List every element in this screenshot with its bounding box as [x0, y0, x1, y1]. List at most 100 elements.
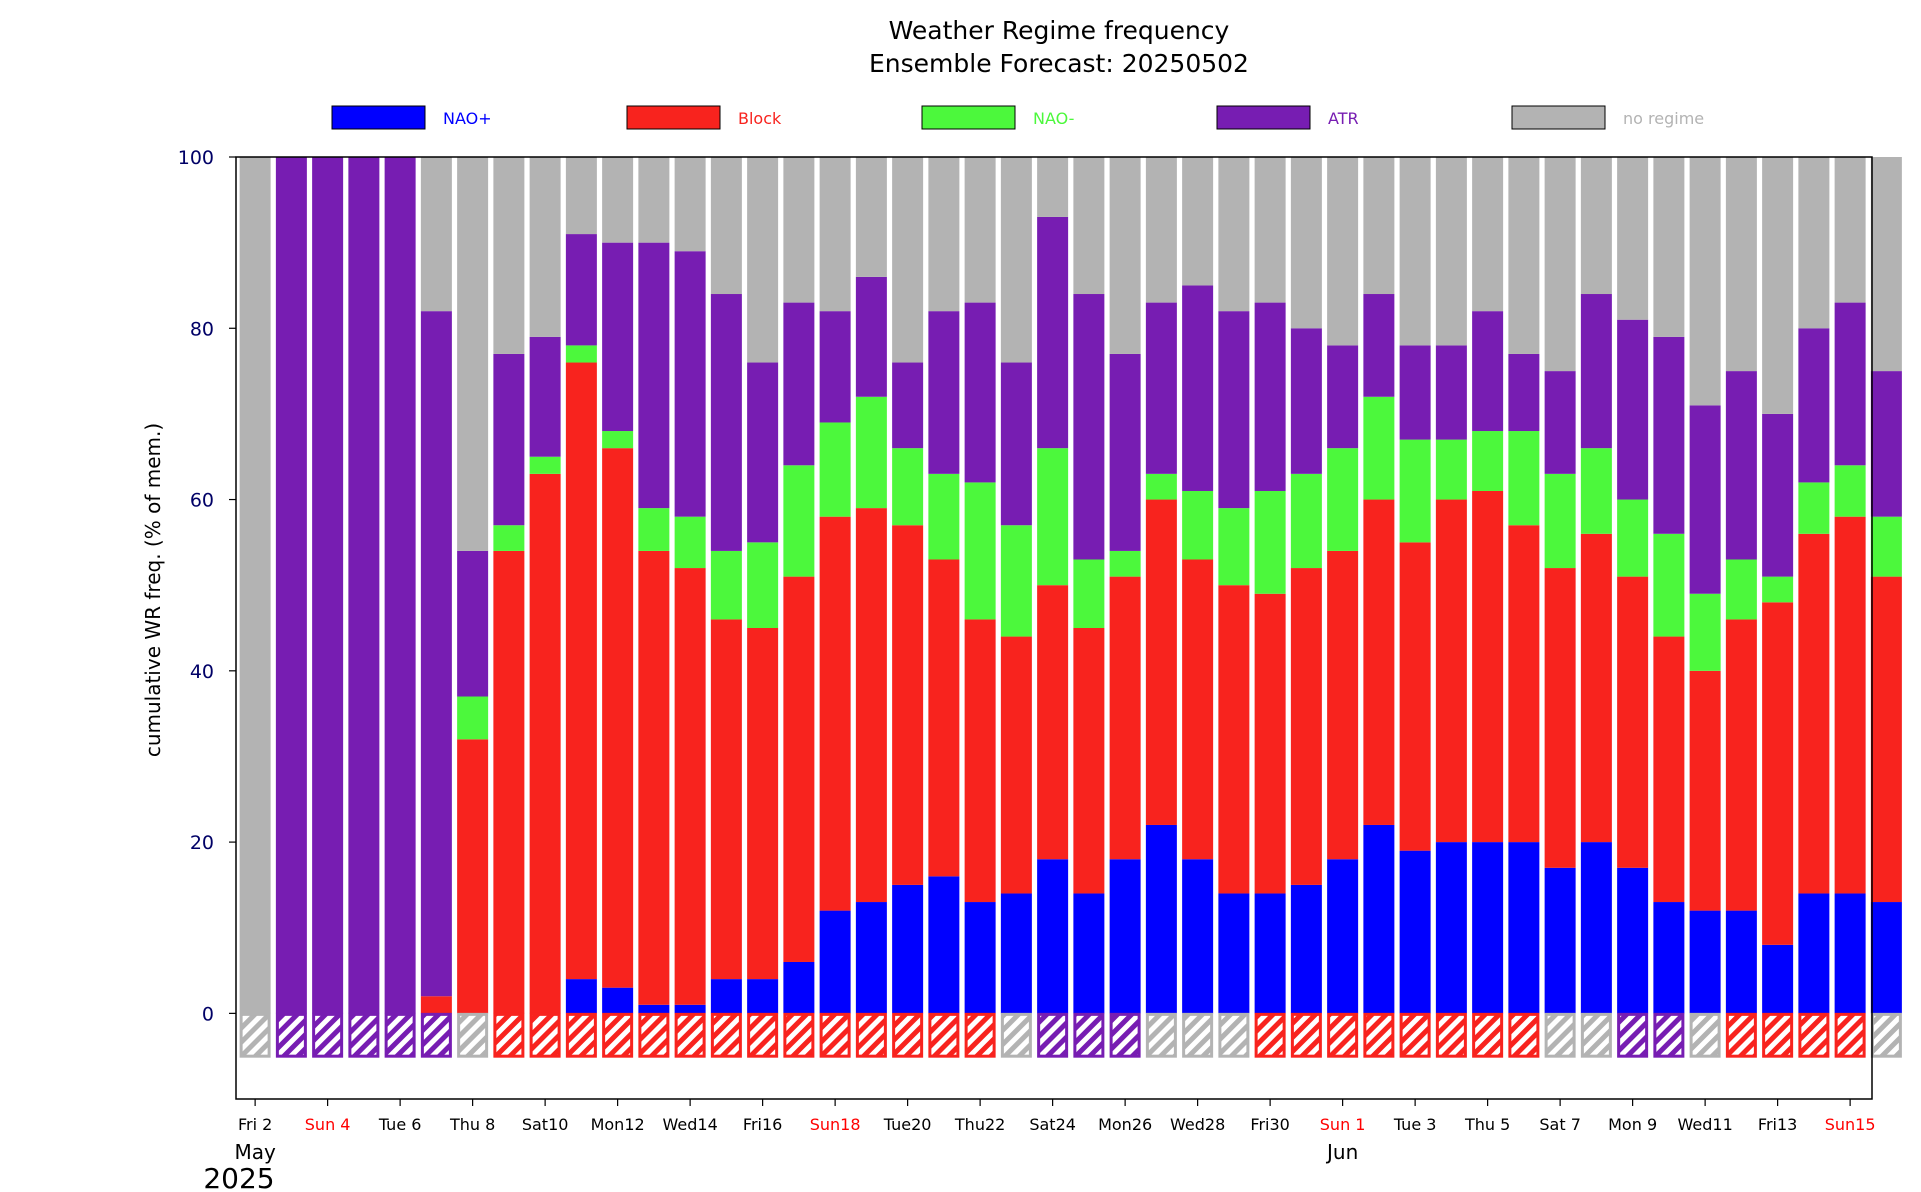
bar-atr-15 [783, 302, 815, 466]
dominant-marker-40 [1689, 1012, 1721, 1058]
bar-atr-25 [1145, 302, 1177, 474]
bar-nao-30 [1327, 448, 1359, 551]
bar-nao-16 [819, 910, 851, 1014]
bar-nao-42 [1762, 576, 1794, 603]
bar-atr-44 [1834, 302, 1866, 466]
x-tick-label: Fri16 [743, 1115, 782, 1134]
bar-no-regime-45 [1870, 157, 1902, 372]
bar-nao-31 [1363, 396, 1395, 500]
bar-atr-23 [1073, 294, 1105, 560]
bar-nao-7 [493, 525, 525, 551]
dominant-marker-23 [1073, 1012, 1105, 1058]
bar-atr-18 [892, 362, 924, 449]
bar-nao-27 [1218, 508, 1250, 586]
chart-title: Weather Regime frequency [889, 16, 1230, 45]
dominant-marker-8 [529, 1012, 561, 1058]
legend: NAO+ Block NAO- ATR no regime [331, 105, 1704, 130]
bar-block-45 [1870, 576, 1902, 903]
bar-atr-37 [1580, 294, 1612, 449]
bar-block-17 [855, 508, 887, 903]
bar-nao-21 [1000, 893, 1032, 1014]
bar-no-regime-43 [1798, 157, 1830, 329]
bar-nao-20 [964, 482, 996, 620]
bar-no-regime-31 [1363, 157, 1395, 295]
bar-atr-12 [674, 251, 706, 517]
bar-nao-26 [1182, 859, 1214, 1014]
bar-nao-17 [855, 902, 887, 1014]
dominant-marker-10 [602, 1012, 634, 1058]
bar-atr-39 [1653, 336, 1685, 534]
bar-no-regime-41 [1725, 157, 1757, 372]
bar-atr-8 [529, 336, 561, 457]
bar-nao-41 [1725, 910, 1757, 1014]
bar-atr-31 [1363, 294, 1395, 397]
bar-nao-9 [565, 979, 597, 1014]
bar-nao-44 [1834, 465, 1866, 517]
dominant-marker-44 [1834, 1012, 1866, 1058]
dominant-marker-4 [384, 1012, 416, 1058]
bar-nao-22 [1037, 448, 1069, 586]
bar-nao-19 [928, 876, 960, 1014]
bar-nao-39 [1653, 533, 1685, 637]
x-tick-label: Fri13 [1758, 1115, 1797, 1134]
bar-nao-13 [710, 550, 742, 620]
bar-block-19 [928, 559, 960, 877]
bar-nao-43 [1798, 893, 1830, 1014]
bar-atr-40 [1689, 405, 1721, 594]
bar-atr-24 [1109, 353, 1141, 551]
bar-block-5 [420, 996, 452, 1014]
bar-atr-9 [565, 234, 597, 346]
bar-atr-30 [1327, 345, 1359, 449]
bar-atr-20 [964, 302, 996, 483]
dominant-regime-strip [239, 1012, 1902, 1058]
bar-no-regime-32 [1399, 157, 1431, 346]
dominant-marker-2 [312, 1012, 344, 1058]
dominant-marker-42 [1762, 1012, 1794, 1058]
bar-no-regime-17 [855, 157, 887, 277]
bar-block-41 [1725, 619, 1757, 911]
bar-atr-11 [638, 242, 670, 509]
dominant-marker-14 [747, 1012, 779, 1058]
bar-nao-39 [1653, 902, 1685, 1014]
bar-block-11 [638, 550, 670, 1005]
legend-label-no-regime: no regime [1623, 109, 1704, 128]
bar-no-regime-24 [1109, 157, 1141, 354]
bar-no-regime-34 [1472, 157, 1504, 312]
bar-nao-43 [1798, 482, 1830, 534]
y-tick-label: 40 [190, 661, 214, 683]
bar-no-regime-29 [1290, 157, 1322, 329]
bar-nao-10 [602, 431, 634, 449]
dominant-marker-30 [1327, 1012, 1359, 1058]
legend-swatch-atr [1216, 105, 1311, 130]
bar-no-regime-21 [1000, 157, 1032, 363]
bar-nao-28 [1254, 490, 1286, 594]
bar-no-regime-38 [1617, 157, 1649, 320]
bar-block-15 [783, 576, 815, 962]
dominant-marker-0 [239, 1012, 271, 1058]
bar-nao-32 [1399, 850, 1431, 1014]
bar-block-42 [1762, 602, 1794, 945]
bar-nao-25 [1145, 473, 1177, 500]
bar-no-regime-20 [964, 157, 996, 303]
bar-block-37 [1580, 533, 1612, 843]
bar-block-34 [1472, 490, 1504, 843]
bar-nao-42 [1762, 944, 1794, 1014]
dominant-marker-32 [1399, 1012, 1431, 1058]
bar-nao-9 [565, 345, 597, 363]
bar-no-regime-39 [1653, 157, 1685, 337]
bar-no-regime-28 [1254, 157, 1286, 303]
bar-nao-11 [638, 1004, 670, 1014]
dominant-marker-11 [638, 1012, 670, 1058]
dominant-marker-43 [1798, 1012, 1830, 1058]
x-year-label: 2025 [203, 1162, 274, 1192]
bar-nao-36 [1544, 867, 1576, 1014]
bar-block-43 [1798, 533, 1830, 894]
bar-block-31 [1363, 499, 1395, 825]
bar-nao-14 [747, 542, 779, 628]
legend-swatch-block [626, 105, 721, 130]
y-tick-label: 0 [202, 1003, 214, 1025]
bar-nao-29 [1290, 473, 1322, 569]
dominant-marker-1 [275, 1012, 307, 1058]
bar-atr-2 [312, 157, 344, 1014]
